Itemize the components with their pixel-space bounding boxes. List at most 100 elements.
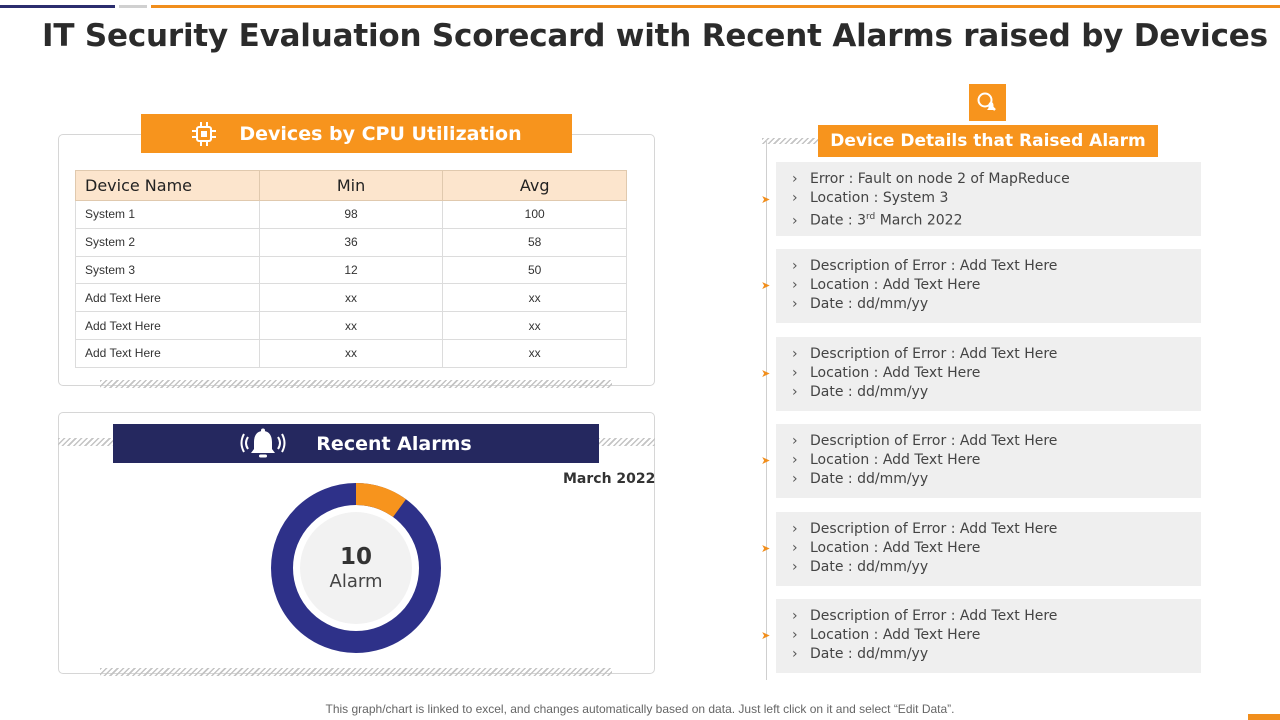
alert-icon-badge — [969, 84, 1006, 121]
device-details-header: Device Details that Raised Alarm — [818, 125, 1158, 157]
avg-cell: xx — [442, 311, 627, 340]
hatch-divider — [598, 438, 655, 446]
column-header-device-name: Device Name — [75, 170, 260, 201]
device-name-cell: System 3 — [75, 255, 260, 285]
hatch-divider — [100, 380, 612, 388]
table-row: Add Text Here xx xx — [75, 338, 627, 368]
arrow-right-icon: ➤ — [761, 543, 771, 555]
top-accent-bar-gray — [119, 5, 147, 8]
chevron-right-icon: › — [792, 627, 798, 643]
alarm-error-line: › Description of Error : Add Text Here — [792, 346, 1058, 362]
chevron-right-icon: › — [792, 540, 798, 556]
recent-alarms-header: Recent Alarms — [113, 424, 599, 463]
alarm-location-line: › Location : Add Text Here — [792, 452, 981, 468]
chevron-right-icon: › — [792, 433, 798, 449]
avg-cell: 50 — [442, 255, 627, 285]
arrow-right-icon: ➤ — [761, 280, 771, 292]
table-row: Add Text Here xx xx — [75, 311, 627, 340]
cpu-utilization-title: Devices by CPU Utilization — [239, 122, 522, 145]
top-accent-bar-navy — [0, 5, 115, 8]
column-header-min: Min — [258, 170, 444, 201]
table-row: System 3 12 50 — [75, 255, 627, 285]
alarm-location-line: › Location : Add Text Here — [792, 627, 981, 643]
chevron-right-icon: › — [792, 452, 798, 468]
alarm-location-line: › Location : System 3 — [792, 190, 949, 206]
chevron-right-icon: › — [792, 559, 798, 575]
alarm-date-line: › Date : dd/mm/yy — [792, 646, 929, 662]
hatch-divider — [100, 668, 612, 676]
alarm-location-line: › Location : Add Text Here — [792, 365, 981, 381]
min-cell: 36 — [258, 227, 444, 257]
cpu-utilization-header: Devices by CPU Utilization — [141, 114, 572, 153]
donut-center-disc — [300, 512, 412, 624]
alarm-location-line: › Location : Add Text Here — [792, 277, 981, 293]
chevron-right-icon: › — [792, 646, 798, 662]
chevron-right-icon: › — [792, 608, 798, 624]
recent-alarms-title: Recent Alarms — [316, 432, 472, 455]
alarm-error-line: › Error : Fault on node 2 of MapReduce — [792, 171, 1070, 187]
column-header-avg: Avg — [442, 170, 627, 201]
alarm-date-line: › Date : dd/mm/yy — [792, 471, 929, 487]
chevron-right-icon: › — [792, 212, 798, 229]
alarm-detail-item: › Description of Error : Add Text Here › L… — [776, 599, 1201, 673]
avg-cell: xx — [442, 338, 627, 368]
top-accent-bar-orange — [151, 5, 1280, 8]
chevron-right-icon: › — [792, 521, 798, 537]
cpu-utilization-table: Device Name Min Avg System 1 98 100 Syst… — [75, 170, 627, 368]
chevron-right-icon: › — [792, 190, 798, 206]
arrow-right-icon: ➤ — [761, 630, 771, 642]
chevron-right-icon: › — [792, 277, 798, 293]
corner-accent — [1248, 714, 1280, 720]
bell-alert-icon — [977, 92, 996, 111]
chevron-right-icon: › — [792, 258, 798, 274]
donut-svg — [271, 483, 441, 653]
alarm-error-line: › Description of Error : Add Text Here — [792, 258, 1058, 274]
arrow-right-icon: ➤ — [761, 455, 771, 467]
min-cell: xx — [258, 311, 444, 340]
page-title: IT Security Evaluation Scorecard with Re… — [42, 18, 1268, 54]
alarm-count-label: Alarm — [329, 570, 383, 592]
alarm-error-line: › Description of Error : Add Text Here — [792, 521, 1058, 537]
chevron-right-icon: › — [792, 296, 798, 312]
table-row: System 1 98 100 — [75, 200, 627, 229]
alarm-date-line: › Date : dd/mm/yy — [792, 559, 929, 575]
device-name-cell: Add Text Here — [75, 338, 260, 368]
tree-connector-line — [766, 140, 767, 680]
hatch-divider — [58, 438, 114, 446]
alarm-error-line: › Description of Error : Add Text Here — [792, 433, 1058, 449]
avg-cell: 100 — [442, 200, 627, 229]
chevron-right-icon: › — [792, 384, 798, 400]
device-name-cell: System 2 — [75, 227, 260, 257]
donut-highlight-segment — [355, 483, 406, 518]
alarm-detail-item: › Description of Error : Add Text Here › L… — [776, 337, 1201, 411]
chevron-right-icon: › — [792, 171, 798, 187]
hatch-divider — [762, 138, 819, 144]
alarm-detail-item: › Description of Error : Add Text Here › L… — [776, 512, 1201, 586]
bell-ringing-icon — [240, 428, 286, 457]
alarm-date-line: › Date : 3rd March 2022 — [792, 212, 963, 229]
alarm-date-line: › Date : dd/mm/yy — [792, 384, 929, 400]
alarm-error-line: › Description of Error : Add Text Here — [792, 608, 1058, 624]
avg-cell: xx — [442, 283, 627, 313]
min-cell: 12 — [258, 255, 444, 285]
alarm-count: 10 — [339, 544, 372, 571]
arrow-right-icon: ➤ — [761, 194, 771, 206]
arrow-right-icon: ➤ — [761, 368, 771, 380]
alarm-location-line: › Location : Add Text Here — [792, 540, 981, 556]
device-name-cell: Add Text Here — [75, 283, 260, 313]
alarm-date-line: › Date : dd/mm/yy — [792, 296, 929, 312]
table-row: Add Text Here xx xx — [75, 283, 627, 313]
chevron-right-icon: › — [792, 346, 798, 362]
table-row: System 2 36 58 — [75, 227, 627, 257]
alarm-donut-chart: 10 Alarm — [270, 482, 442, 654]
alarm-detail-item: › Description of Error : Add Text Here › L… — [776, 424, 1201, 498]
alarm-detail-item: › Error : Fault on node 2 of MapReduce › L… — [776, 162, 1201, 236]
min-cell: xx — [258, 338, 444, 368]
donut-center-label: 10 Alarm — [270, 482, 442, 654]
table-header-row: Device Name Min Avg — [75, 170, 627, 201]
alarm-detail-item: › Description of Error : Add Text Here › L… — [776, 249, 1201, 323]
footer-note: This graph/chart is linked to excel, and… — [325, 702, 955, 716]
cpu-chip-icon — [192, 121, 217, 146]
avg-cell: 58 — [442, 227, 627, 257]
min-cell: xx — [258, 283, 444, 313]
